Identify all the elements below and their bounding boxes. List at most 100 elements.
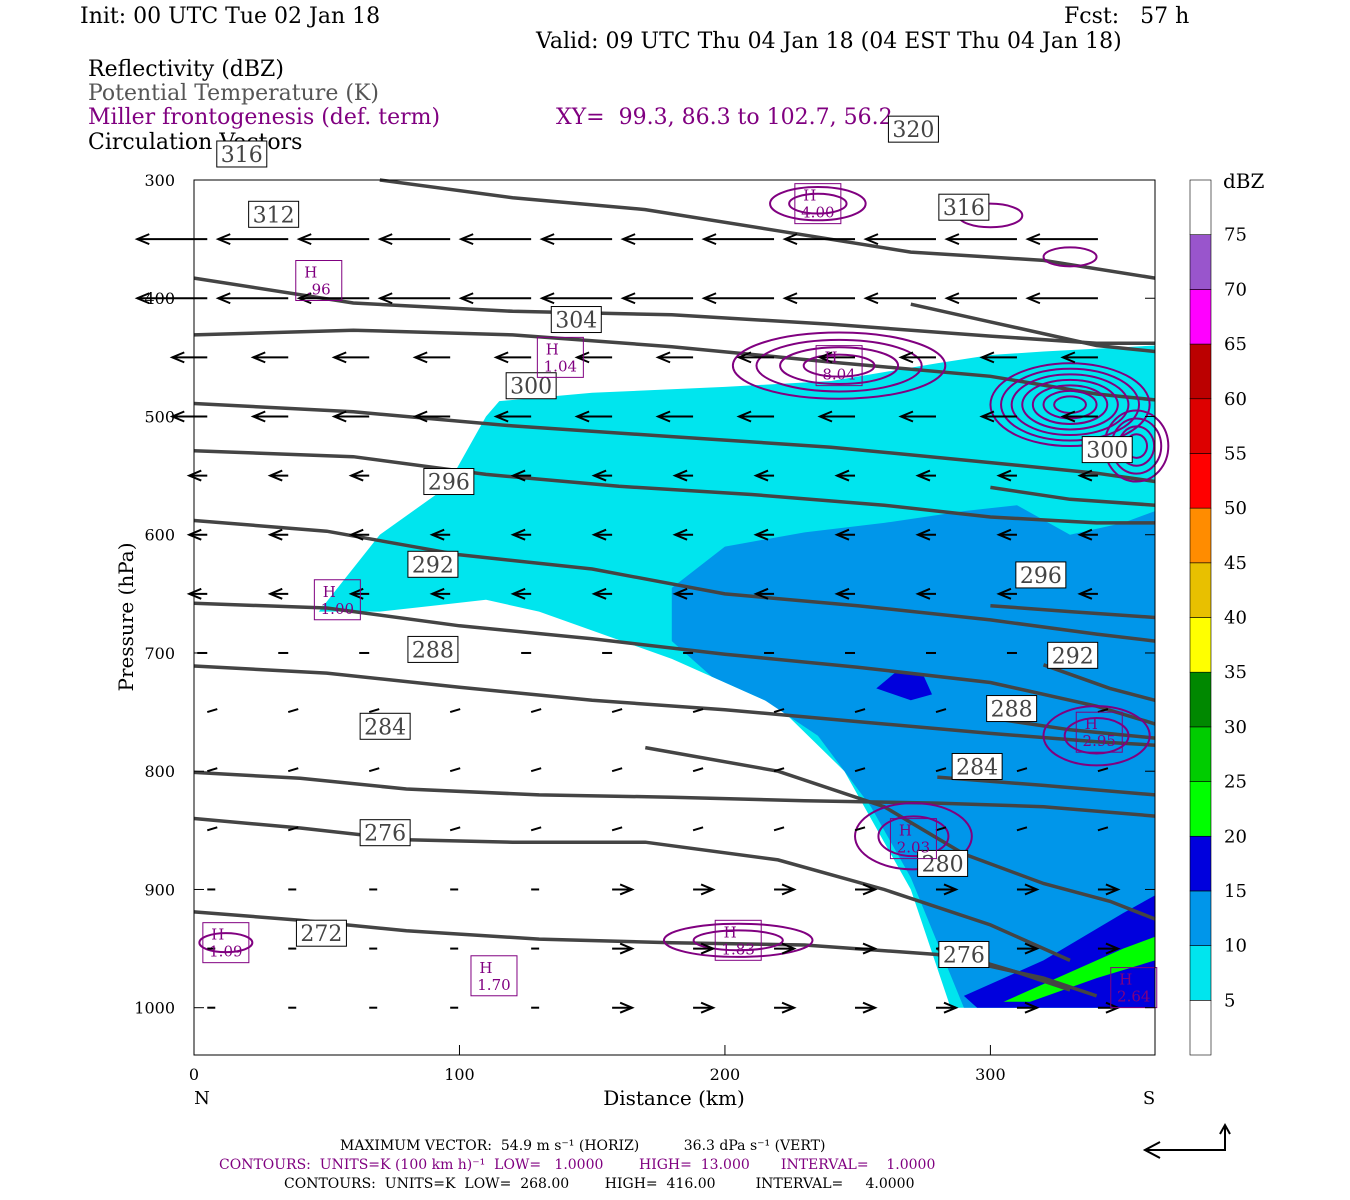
theta-label-box — [1047, 641, 1099, 669]
theta-line-276-1 — [193, 816, 1071, 962]
miller-contour-0-3 — [802, 353, 876, 378]
vector-shaft — [854, 767, 866, 773]
vector-6-8 — [834, 587, 856, 600]
theta-label-300-13: 300 — [1081, 436, 1133, 464]
vector-head — [296, 233, 312, 246]
vector-head — [655, 410, 671, 423]
vector-head — [834, 587, 850, 600]
vector-head — [863, 233, 879, 246]
theta-label-text: 276 — [364, 822, 406, 847]
vector-head — [331, 351, 347, 364]
theta-line-292-5 — [193, 601, 1156, 726]
vector-head — [915, 587, 931, 600]
vector-head — [539, 292, 555, 305]
vector-head — [186, 469, 202, 482]
vector-head — [736, 351, 752, 364]
vector-8-11 — [1097, 708, 1109, 714]
vector-head — [493, 410, 509, 423]
vector-1-2 — [296, 292, 370, 305]
theta-label-text: 292 — [412, 553, 454, 578]
miller-max-box — [295, 260, 343, 302]
vector-1-3 — [377, 292, 451, 305]
vector-shaft — [449, 708, 461, 714]
vector-shaft — [611, 708, 623, 714]
colorbar-label-10: 10 — [1224, 936, 1247, 957]
vector-shaft — [611, 767, 623, 773]
theta-label-text: 316 — [221, 143, 263, 168]
theta-label-292-5: 292 — [407, 550, 459, 578]
miller-contour-1-2 — [1010, 373, 1130, 436]
vector-head — [574, 351, 590, 364]
vector-6-7 — [753, 587, 775, 600]
miller-max-box — [1075, 711, 1123, 753]
vector-11-5 — [612, 883, 635, 896]
refl-region-15-2 — [963, 895, 1155, 1008]
miller-max-value: 2.03 — [897, 839, 930, 857]
theta-label-box — [887, 115, 939, 143]
vector-2-10 — [979, 351, 1017, 364]
vector-5-8 — [834, 528, 856, 541]
theta-line-316-10 — [193, 276, 1155, 345]
vector-1-6 — [620, 292, 694, 305]
vector-5-9 — [915, 528, 936, 541]
vector-head — [377, 292, 393, 305]
colorbar-label-5: 5 — [1224, 990, 1235, 1011]
theta-label-box — [917, 849, 969, 877]
miller-max-3: H8.04 — [815, 345, 863, 387]
theta-line-292-15 — [1042, 663, 1156, 702]
colorbar-label-30: 30 — [1224, 717, 1247, 738]
theta-label-box — [938, 940, 990, 968]
vector-2-8 — [817, 351, 856, 364]
colorbar-label-35: 35 — [1224, 662, 1247, 683]
vector-head — [169, 351, 185, 364]
vector-shaft — [206, 708, 218, 714]
reference-vector-head-h — [1142, 1141, 1161, 1159]
miller-max-6: H2.03 — [889, 818, 937, 860]
vector-3-8 — [817, 410, 856, 423]
miller-contour-7-0 — [198, 932, 254, 954]
theta-label-box — [295, 919, 347, 947]
vector-shaft — [1097, 767, 1109, 773]
theta-line-300-7 — [193, 449, 1155, 525]
vector-head — [267, 528, 283, 541]
vector-4-4 — [510, 469, 532, 482]
reference-vector-head-v — [1219, 1122, 1231, 1135]
vector-6-5 — [591, 587, 613, 600]
vector-10-6 — [692, 826, 704, 832]
north-label: N — [194, 1088, 210, 1109]
miller-max-box — [815, 345, 863, 387]
vector-head — [817, 410, 833, 423]
miller-contour-1-0 — [989, 362, 1151, 448]
vector-head — [458, 233, 474, 246]
vector-shaft — [854, 708, 866, 714]
vector-10-5 — [611, 826, 623, 832]
miller-max-box — [889, 818, 937, 860]
miller-contour-0-0 — [731, 331, 947, 400]
vector-10-4 — [530, 826, 542, 832]
vector-10-9 — [935, 826, 947, 832]
vector-head — [996, 587, 1012, 600]
vector-8-0 — [206, 708, 218, 714]
vector-3-5 — [574, 410, 613, 423]
vector-5-2 — [348, 528, 370, 541]
vector-3-9 — [898, 410, 936, 423]
vector-9-7 — [773, 767, 785, 773]
y-tick-label-500: 500 — [144, 407, 175, 426]
vector-shaft — [368, 767, 380, 773]
colorbar-label-50: 50 — [1224, 498, 1247, 519]
colorbar-label-25: 25 — [1224, 772, 1247, 793]
vector-head — [862, 942, 878, 955]
vector-2-6 — [655, 351, 694, 364]
vector-head — [539, 233, 555, 246]
theta-label-text: 284 — [956, 755, 998, 780]
theta-label-316-10: 316 — [216, 140, 268, 168]
vector-13-8 — [855, 1001, 878, 1014]
vector-9-4 — [530, 767, 542, 773]
vector-head — [510, 528, 526, 541]
miller-max-10: H2.64 — [1110, 967, 1158, 1009]
theta-label-276-18: 276 — [938, 940, 990, 968]
miller-max-letter: H — [323, 583, 336, 601]
refl-region-10-1 — [671, 505, 1155, 1008]
vector-9-5 — [611, 767, 623, 773]
vector-10-0 — [206, 826, 218, 832]
